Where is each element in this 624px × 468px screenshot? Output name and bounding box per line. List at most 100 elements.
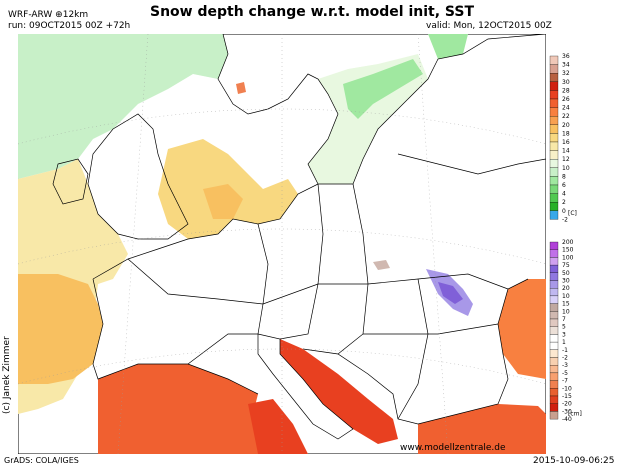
sst-legend-tick-label: 12 bbox=[562, 156, 570, 163]
sst-legend-tick-label: 4 bbox=[562, 191, 566, 198]
snow-legend-tick-label: -3 bbox=[562, 362, 568, 369]
sst-field-atlantic-north bbox=[18, 34, 228, 179]
border-5 bbox=[187, 333, 258, 365]
sst-legend-tick-label: 0 bbox=[562, 208, 566, 215]
europe-map bbox=[18, 34, 546, 454]
snow-legend-swatch bbox=[549, 334, 559, 343]
valid-label: valid: Mon, 12OCT2015 00Z bbox=[426, 21, 552, 31]
sst-legend-tick-label: 22 bbox=[562, 113, 570, 120]
snow-field-scandinavia bbox=[236, 82, 246, 94]
coastline-scandinavia bbox=[217, 34, 339, 185]
snow-legend-tick-label: -10 bbox=[562, 385, 572, 392]
snow-legend-swatch bbox=[549, 288, 559, 297]
sst-legend-tick-label: 14 bbox=[562, 148, 570, 155]
snow-legend-swatch bbox=[549, 303, 559, 312]
model-label: WRF-ARW ⊕12km bbox=[8, 10, 89, 20]
sst-legend-swatch bbox=[549, 133, 559, 143]
snow-legend-tick-label: -15 bbox=[562, 393, 572, 400]
snow-legend-tick-label: -5 bbox=[562, 370, 568, 377]
sst-legend-swatch bbox=[549, 98, 559, 108]
snow-legend-swatch bbox=[549, 403, 559, 412]
sst-field-black-sea bbox=[498, 279, 546, 379]
sst-field-nordic-green bbox=[428, 34, 468, 59]
snow-legend-tick-label: -7 bbox=[562, 378, 568, 385]
sst-legend-tick-label: 6 bbox=[562, 182, 566, 189]
snow-legend-swatch bbox=[549, 395, 559, 404]
credit-label: (c) Janek Zimmer bbox=[2, 336, 12, 414]
sst-field-north-sea-warm bbox=[203, 184, 243, 219]
sst-legend-swatch bbox=[549, 150, 559, 160]
snow-legend-tick-label: 3 bbox=[562, 331, 566, 338]
snow-legend-swatch bbox=[549, 372, 559, 381]
sst-legend-tick-label: 32 bbox=[562, 70, 570, 77]
sst-legend-tick-label: 16 bbox=[562, 139, 570, 146]
snow-legend-swatch bbox=[549, 257, 559, 266]
snow-legend-tick-label: 75 bbox=[562, 262, 570, 269]
snow-legend-tick-label: 1 bbox=[562, 339, 566, 346]
sst-legend-swatch bbox=[549, 176, 559, 186]
sst-legend-tick-label: 10 bbox=[562, 165, 570, 172]
sst-field-tyrrhenian bbox=[248, 399, 308, 454]
snow-field-carpathians-core bbox=[438, 282, 463, 304]
run-label: run: 09OCT2015 00Z +72h bbox=[8, 21, 131, 31]
sst-legend-swatch bbox=[549, 124, 559, 134]
snow-legend-swatch bbox=[549, 341, 559, 350]
snow-legend-tick-label: -20 bbox=[562, 401, 572, 408]
sst-legend-swatch bbox=[549, 202, 559, 211]
snow-legend-tick-label: 10 bbox=[562, 293, 570, 300]
snow-legend-tick-label: 7 bbox=[562, 316, 566, 323]
snow-legend-swatch bbox=[549, 264, 559, 273]
sst-legend-unit-label: [C] bbox=[568, 210, 577, 217]
snow-legend-swatch bbox=[549, 326, 559, 335]
coastline-iberia-france bbox=[92, 278, 259, 395]
sst-legend-swatch bbox=[549, 107, 559, 117]
border-7 bbox=[363, 323, 499, 335]
snow-legend-tick-label: 10 bbox=[562, 308, 570, 315]
snow-legend-swatch bbox=[549, 318, 559, 327]
sst-legend-tick-label: 18 bbox=[562, 130, 570, 137]
sst-legend-tick-label: 2 bbox=[562, 199, 566, 206]
sst-field-biscay bbox=[18, 274, 103, 384]
sst-legend-tick-label: 26 bbox=[562, 96, 570, 103]
snow-legend-swatch bbox=[549, 380, 559, 389]
sst-legend-tick-label: 8 bbox=[562, 173, 566, 180]
snow-legend-tick-label: -40 bbox=[562, 416, 572, 423]
sst-legend-tick-label: 34 bbox=[562, 62, 570, 69]
snow-legend-tick-label: -2 bbox=[562, 355, 568, 362]
sst-field-baltic-green bbox=[343, 59, 423, 119]
sst-legend-swatch bbox=[549, 90, 559, 100]
snow-legend-swatch bbox=[549, 272, 559, 281]
sst-legend-tick-label: 20 bbox=[562, 122, 570, 129]
snow-legend-tick-label: 20 bbox=[562, 285, 570, 292]
sst-legend-swatch bbox=[549, 81, 559, 91]
coastline-italy bbox=[257, 333, 354, 440]
snow-legend-swatch bbox=[549, 241, 559, 250]
snow-legend-tick-label: -30 bbox=[562, 408, 572, 415]
sst-field-aegean bbox=[418, 404, 546, 454]
snow-legend-swatch bbox=[549, 349, 559, 358]
sst-legend-tick-label: 30 bbox=[562, 79, 570, 86]
snow-legend-swatch bbox=[549, 388, 559, 397]
sst-legend-swatch bbox=[549, 210, 559, 220]
snow-legend-tick-label: 50 bbox=[562, 270, 570, 277]
sst-legend-tick-label: 28 bbox=[562, 87, 570, 94]
website-label: www.modellzentrale.de bbox=[400, 443, 506, 453]
sst-field-adriatic bbox=[280, 339, 398, 444]
snow-legend-tick-label: 200 bbox=[562, 239, 574, 246]
sst-legend-swatch bbox=[549, 116, 559, 125]
sst-legend-swatch bbox=[549, 159, 559, 168]
snow-legend-tick-label: 5 bbox=[562, 324, 566, 331]
snow-legend-swatch bbox=[549, 365, 559, 374]
snow-legend-swatch bbox=[549, 280, 559, 289]
snow-field-alps-small bbox=[373, 260, 390, 270]
timestamp-label: 2015-10-09-06:25 bbox=[533, 456, 615, 466]
snow-legend-swatch bbox=[549, 311, 559, 320]
sst-legend-swatch bbox=[549, 64, 559, 74]
sst-legend-swatch bbox=[549, 141, 559, 151]
sst-legend-tick-label: -2 bbox=[562, 216, 568, 223]
snow-legend-swatch bbox=[549, 249, 559, 258]
snow-legend-swatch bbox=[549, 357, 559, 366]
border-1 bbox=[257, 223, 269, 335]
grads-label: GrADS: COLA/IGES bbox=[4, 456, 79, 465]
sst-field-mediterranean-west bbox=[98, 364, 288, 454]
